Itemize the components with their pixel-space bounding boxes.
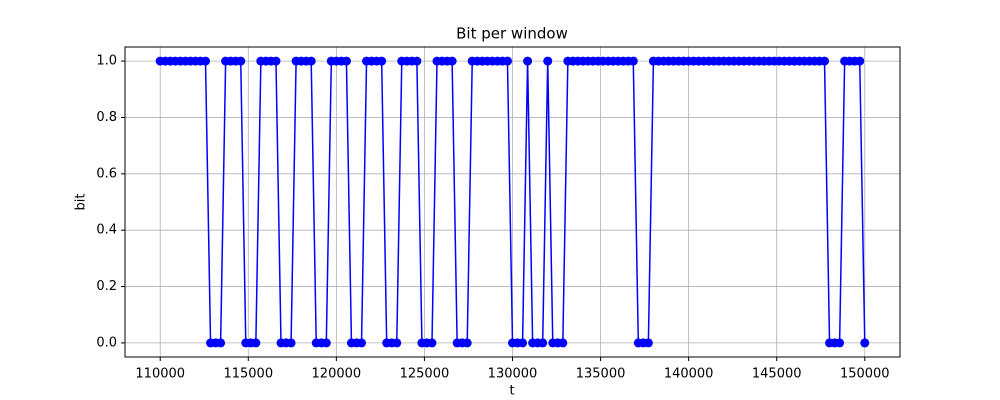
data-point bbox=[543, 56, 553, 66]
x-tick-label: 140000 bbox=[664, 367, 714, 382]
data-point bbox=[201, 56, 211, 66]
y-tick-label: 0.0 bbox=[96, 335, 117, 350]
data-point bbox=[412, 56, 422, 66]
data-point bbox=[251, 338, 261, 348]
y-tick-label: 1.0 bbox=[96, 54, 117, 69]
data-point bbox=[271, 56, 281, 66]
x-tick-label: 110000 bbox=[135, 367, 185, 382]
data-point bbox=[820, 56, 830, 66]
data-point bbox=[860, 338, 870, 348]
x-tick-label: 125000 bbox=[400, 367, 450, 382]
data-point bbox=[306, 56, 316, 66]
data-point bbox=[447, 56, 457, 66]
x-axis-label: t bbox=[509, 384, 514, 399]
data-point bbox=[502, 56, 512, 66]
data-point bbox=[427, 338, 437, 348]
data-point bbox=[236, 56, 246, 66]
y-tick-label: 0.2 bbox=[96, 279, 117, 294]
data-point bbox=[835, 338, 845, 348]
data-point bbox=[462, 338, 472, 348]
data-point bbox=[518, 338, 528, 348]
x-tick-label: 150000 bbox=[840, 367, 890, 382]
y-tick-label: 0.6 bbox=[96, 166, 117, 181]
data-point bbox=[321, 338, 331, 348]
data-point bbox=[341, 56, 351, 66]
x-tick-label: 145000 bbox=[752, 367, 802, 382]
data-point bbox=[216, 338, 226, 348]
data-point bbox=[538, 338, 548, 348]
data-point bbox=[377, 56, 387, 66]
x-tick-label: 115000 bbox=[223, 367, 273, 382]
data-point bbox=[628, 56, 638, 66]
data-point bbox=[855, 56, 865, 66]
y-tick-label: 0.8 bbox=[96, 110, 117, 125]
chart-title: Bit per window bbox=[456, 25, 568, 43]
y-axis-label: bit bbox=[74, 194, 89, 211]
x-tick-label: 130000 bbox=[488, 367, 538, 382]
plot-frame bbox=[124, 46, 901, 358]
data-point bbox=[643, 338, 653, 348]
data-point bbox=[357, 338, 367, 348]
x-tick-label: 120000 bbox=[312, 367, 362, 382]
x-tick-label: 135000 bbox=[576, 367, 626, 382]
data-point bbox=[558, 338, 568, 348]
data-point bbox=[286, 338, 296, 348]
data-point bbox=[392, 338, 402, 348]
data-point bbox=[523, 56, 533, 66]
y-tick-label: 0.4 bbox=[96, 223, 117, 238]
